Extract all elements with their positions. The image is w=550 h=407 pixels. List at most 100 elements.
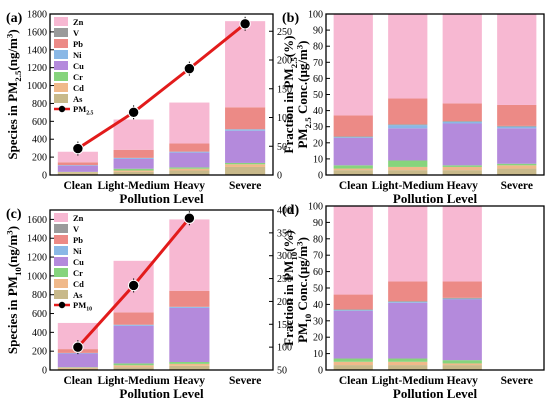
bar-Pb-0 bbox=[58, 162, 98, 165]
bar-As-2 bbox=[443, 170, 482, 175]
bar-Cd-3 bbox=[497, 165, 536, 168]
bar-Cr-1 bbox=[388, 161, 427, 167]
legend-label-Pb: Pb bbox=[73, 235, 83, 245]
bar-Cu-1 bbox=[114, 159, 154, 169]
bar-Ni-2 bbox=[443, 299, 482, 300]
legend-label-Cu: Cu bbox=[73, 257, 84, 267]
y-tick-label: 40 bbox=[313, 106, 323, 117]
bar-As-1 bbox=[388, 170, 427, 175]
bars bbox=[58, 21, 265, 175]
legend-label-V: V bbox=[73, 224, 80, 234]
bar-Zn-1 bbox=[388, 206, 427, 281]
y-tick-label: 60 bbox=[313, 267, 323, 278]
y2-tick-label: 0 bbox=[277, 171, 282, 182]
bar-As-1 bbox=[388, 365, 427, 370]
y-tick-label: 0 bbox=[318, 171, 323, 182]
y-tick-label: 100 bbox=[308, 10, 323, 21]
y-tick-label: 10 bbox=[313, 349, 323, 360]
y-tick-label: 70 bbox=[313, 251, 323, 262]
legend-swatch-As bbox=[54, 290, 68, 299]
bar-Cu-3 bbox=[497, 128, 536, 163]
legend-swatch-Zn bbox=[54, 17, 68, 26]
legend-label-Zn: Zn bbox=[73, 213, 84, 223]
bar-Cu-3 bbox=[225, 131, 265, 163]
line-point bbox=[184, 213, 194, 223]
legend-swatch-Ni bbox=[54, 50, 68, 59]
bar-Pb-2 bbox=[443, 103, 482, 121]
bar-Cr-0 bbox=[334, 359, 373, 362]
bar-Cd-2 bbox=[443, 167, 482, 170]
bar-Cr-1 bbox=[114, 363, 154, 365]
bars bbox=[334, 14, 537, 175]
bar-Ni-1 bbox=[114, 158, 154, 159]
bar-Cd-0 bbox=[334, 362, 373, 365]
bar-V-3 bbox=[497, 126, 536, 127]
bar-Cu-0 bbox=[334, 311, 373, 359]
bar-Ni-0 bbox=[334, 137, 373, 138]
bar-Pb-1 bbox=[388, 281, 427, 301]
bar-Cr-3 bbox=[497, 164, 536, 166]
y-tick-label: 40 bbox=[313, 300, 323, 311]
bar-Pb-0 bbox=[334, 115, 373, 136]
bar-V-1 bbox=[388, 124, 427, 125]
bar-As-3 bbox=[497, 169, 536, 175]
y-tick-label: 600 bbox=[32, 117, 47, 128]
panel-label: (c) bbox=[6, 207, 22, 222]
bar-V-2 bbox=[443, 121, 482, 122]
y-tick-label: 1800 bbox=[27, 10, 47, 21]
bar-Cu-2 bbox=[443, 299, 482, 360]
y-tick-label: 60 bbox=[313, 74, 323, 85]
y-tick-label: 0 bbox=[318, 366, 323, 377]
y-tick-label: 1000 bbox=[27, 271, 47, 282]
legend-swatch-Cu bbox=[54, 61, 68, 70]
bar-Cu-0 bbox=[58, 354, 98, 368]
y-tick-label: 20 bbox=[313, 138, 323, 149]
y-tick-label: 30 bbox=[313, 316, 323, 327]
bar-As-2 bbox=[443, 365, 482, 370]
legend-label-Cd: Cd bbox=[73, 279, 84, 289]
bar-Pb-1 bbox=[114, 150, 154, 158]
bar-Cu-1 bbox=[388, 303, 427, 359]
y-tick-label: 90 bbox=[313, 218, 323, 229]
legend-label-Pb: Pb bbox=[73, 39, 83, 49]
y-tick-label: 600 bbox=[32, 309, 47, 320]
y-tick-label: 0 bbox=[42, 366, 47, 377]
line-point bbox=[73, 342, 83, 352]
bar-Cd-0 bbox=[58, 172, 98, 173]
y-tick-label: 1600 bbox=[27, 215, 47, 226]
legend-label-As: As bbox=[73, 290, 83, 300]
y-tick-label: 400 bbox=[32, 135, 47, 146]
bar-Cu-2 bbox=[443, 123, 482, 165]
legend-label-Cu: Cu bbox=[73, 61, 84, 71]
y-tick-label: 80 bbox=[313, 42, 323, 53]
legend-swatch-Pb bbox=[54, 39, 68, 48]
y-tick-label: 1400 bbox=[27, 234, 47, 245]
legend-swatch-As bbox=[54, 94, 68, 103]
bar-Pb-2 bbox=[443, 281, 482, 297]
y-tick-label: 50 bbox=[313, 284, 323, 295]
y-tick-label: 200 bbox=[32, 153, 47, 164]
line-point bbox=[184, 63, 194, 73]
bar-Pb-2 bbox=[169, 291, 209, 307]
legend-swatch-Zn bbox=[54, 213, 68, 222]
bar-Cu-2 bbox=[169, 308, 209, 362]
y-tick-label: 1200 bbox=[27, 63, 47, 74]
legend-swatch-V bbox=[54, 28, 68, 37]
bar-Zn-0 bbox=[334, 14, 373, 115]
bar-Zn-2 bbox=[169, 103, 209, 144]
panel-label: (a) bbox=[6, 11, 23, 26]
bar-As-3 bbox=[225, 167, 265, 175]
bar-Zn-3 bbox=[497, 14, 536, 105]
bar-Cr-2 bbox=[169, 167, 209, 168]
bar-Pb-0 bbox=[334, 295, 373, 310]
panel-label: (d) bbox=[282, 203, 299, 218]
legend-line-label: PM10​ bbox=[73, 300, 92, 313]
legend-swatch-Cd bbox=[54, 83, 68, 92]
legend-swatch-Cu bbox=[54, 257, 68, 266]
bars bbox=[334, 206, 482, 370]
y-tick-label: 1200 bbox=[27, 253, 47, 264]
bar-Zn-2 bbox=[443, 206, 482, 281]
